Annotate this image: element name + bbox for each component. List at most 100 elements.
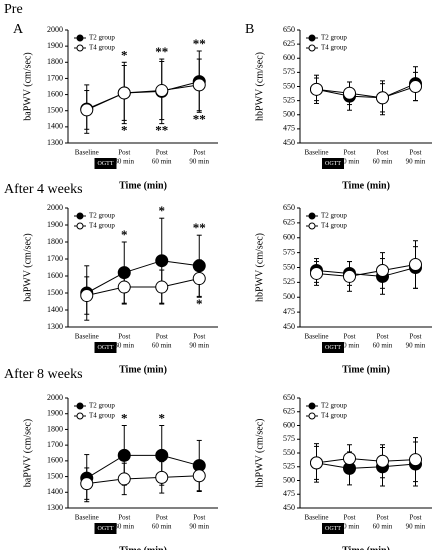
x-tick-label: Post [118, 333, 130, 341]
legend-marker [308, 412, 316, 420]
annotation: ** [193, 111, 206, 126]
x-tick-label: 60 min [152, 523, 172, 531]
y-tick-label: 2000 [47, 393, 63, 402]
x-tick-label: Post [156, 149, 168, 157]
y-tick-label: 525 [283, 462, 295, 471]
x-tick-label: 30 min [340, 158, 360, 166]
y-tick-label: 625 [283, 407, 295, 416]
y-tick-label: 1700 [47, 440, 63, 449]
y-axis-label: hbPWV (cm/sec) [254, 419, 265, 488]
x-tick-label: 90 min [189, 342, 209, 350]
annotation: * [121, 227, 128, 242]
y-tick-label: 1300 [47, 322, 63, 331]
legend-marker [308, 402, 316, 410]
series-line [316, 86, 416, 99]
y-axis-label: baPWV (cm/sec) [22, 419, 33, 487]
legend-marker [76, 34, 84, 42]
ogtt-box [322, 523, 344, 534]
y-tick-label: 1300 [47, 138, 63, 147]
y-tick-label: 500 [283, 475, 295, 484]
legend-label: T2 group [321, 34, 347, 42]
annotation: * [121, 410, 128, 425]
y-tick-label: 1600 [47, 271, 63, 280]
y-tick-label: 1700 [47, 73, 63, 82]
series-line [86, 260, 200, 294]
ogtt-label: OGTT [325, 161, 341, 167]
ogtt-box [94, 158, 117, 169]
x-tick-label: Baseline [75, 333, 99, 341]
x-tick-label: 90 min [406, 342, 426, 350]
y-tick-label: 650 [283, 393, 295, 402]
y-tick-label: 1500 [47, 106, 63, 115]
y-tick-label: 1400 [47, 122, 63, 131]
marker [80, 477, 94, 491]
marker [192, 259, 206, 273]
x-tick-label: Baseline [304, 149, 328, 157]
x-tick-label: Baseline [304, 333, 328, 341]
y-tick-label: 600 [283, 420, 295, 429]
series-line [316, 264, 416, 277]
section-heading: After 8 weeks [4, 367, 83, 382]
ogtt-box [94, 523, 117, 534]
legend-marker [308, 222, 316, 230]
y-tick-label: 525 [283, 277, 295, 286]
legend-marker [308, 44, 316, 52]
ogtt-label: OGTT [98, 526, 114, 532]
y-tick-label: 1600 [47, 456, 63, 465]
y-tick-label: 1700 [47, 254, 63, 263]
legend-marker [308, 34, 316, 42]
x-tick-label: 90 min [189, 158, 209, 166]
legend-label: T4 group [321, 222, 347, 230]
annotation: * [159, 410, 166, 425]
x-tick-label: 90 min [189, 523, 209, 531]
x-tick-label: 90 min [406, 158, 426, 166]
panel-label: A [13, 22, 24, 37]
y-tick-label: 1500 [47, 471, 63, 480]
y-tick-label: 1500 [47, 288, 63, 297]
x-tick-label: 30 min [340, 342, 360, 350]
marker [80, 103, 94, 117]
x-tick-label: Post [409, 333, 421, 341]
x-tick-label: Post [193, 514, 205, 522]
annotation: ** [193, 220, 206, 235]
y-tick-label: 600 [283, 233, 295, 242]
x-tick-label: 60 min [152, 342, 172, 350]
ogtt-label: OGTT [325, 526, 341, 532]
annotation: * [159, 203, 166, 218]
y-tick-label: 475 [283, 307, 295, 316]
x-tick-label: 30 min [114, 523, 134, 531]
y-tick-label: 650 [283, 203, 295, 212]
y-tick-label: 450 [283, 322, 295, 331]
x-tick-label: Post [118, 514, 130, 522]
x-axis-label: Time (min) [342, 364, 390, 375]
series-line [316, 457, 416, 464]
x-tick-label: Baseline [304, 514, 328, 522]
x-axis-label: Time (min) [119, 364, 167, 375]
marker [310, 456, 323, 470]
x-tick-label: Baseline [75, 149, 99, 157]
y-axis-label: hbPWV (cm/sec) [254, 233, 265, 302]
x-tick-label: Post [343, 514, 355, 522]
y-tick-label: 575 [283, 67, 295, 76]
x-tick-label: Post [409, 149, 421, 157]
marker [155, 470, 169, 484]
series-line [316, 462, 416, 469]
legend-marker [76, 212, 84, 220]
annotation: * [196, 296, 203, 311]
x-tick-label: Post [193, 333, 205, 341]
marker [192, 78, 206, 92]
x-axis-label: Time (min) [119, 180, 167, 191]
y-tick-label: 550 [283, 262, 295, 271]
x-axis-label: Time (min) [119, 545, 167, 550]
legend-marker [76, 412, 84, 420]
y-axis-label: baPWV (cm/sec) [22, 233, 33, 301]
legend-label: T2 group [89, 212, 115, 220]
x-tick-label: Post [376, 333, 388, 341]
y-tick-label: 575 [283, 434, 295, 443]
series-line [86, 278, 200, 297]
y-tick-label: 600 [283, 53, 295, 62]
legend-label: T4 group [89, 222, 115, 230]
y-tick-label: 1400 [47, 305, 63, 314]
annotation: ** [193, 36, 206, 51]
y-axis-label: baPWV (cm/sec) [22, 52, 33, 120]
